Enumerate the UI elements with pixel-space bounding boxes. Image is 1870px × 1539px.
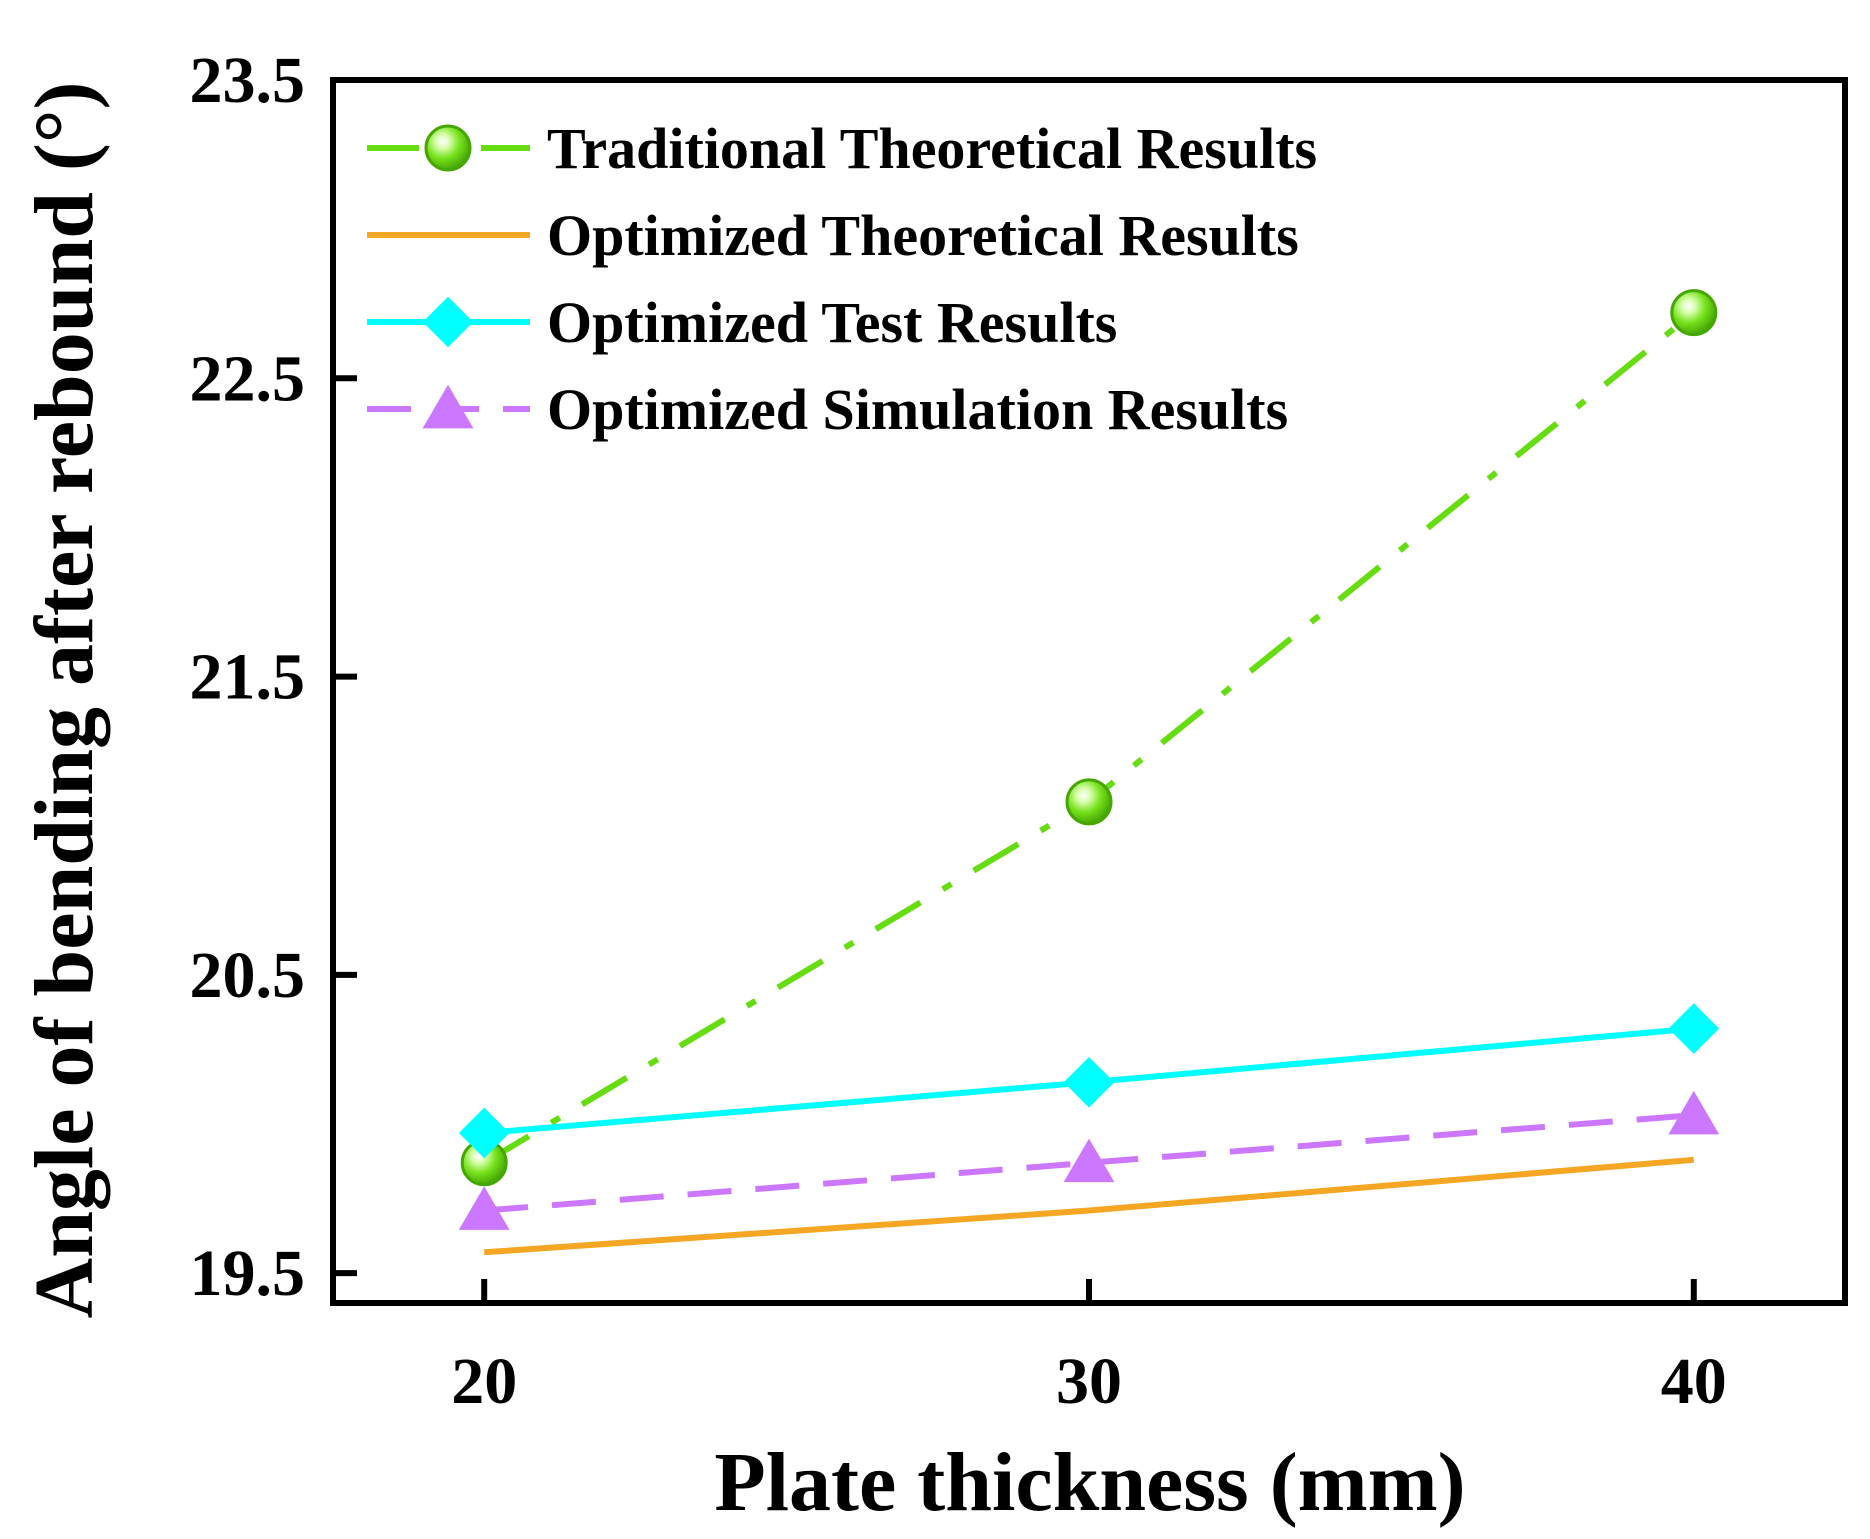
legend-item-3: Optimized Test Results [367,290,1117,355]
data-point [1670,289,1718,337]
legend-label: Optimized Theoretical Results [547,203,1299,268]
legend-label: Optimized Test Results [547,290,1117,355]
y-tick-label: 20.5 [190,939,306,1012]
x-tick-label: 30 [1056,1345,1122,1418]
data-point [1668,1003,1720,1054]
data-point [1063,1056,1115,1108]
x-axis-title: Plate thickness (mm) [714,1436,1465,1529]
data-point [1063,1138,1115,1183]
series-4 [458,1090,1720,1230]
series-3 [458,1003,1720,1159]
legend: Traditional Theoretical Results Optimized… [367,116,1317,442]
legend-swatch-marker [424,124,472,172]
data-point [458,1107,510,1159]
y-tick-label: 19.5 [190,1237,306,1310]
legend-label: Optimized Simulation Results [547,377,1288,442]
legend-item-1: Traditional Theoretical Results [367,116,1317,181]
legend-item-4: Optimized Simulation Results [367,377,1288,442]
legend-swatch-marker [422,384,474,429]
data-point [458,1186,510,1230]
x-tick-label: 40 [1661,1345,1727,1418]
y-tick-label: 23.5 [190,44,306,117]
y-tick-label: 22.5 [190,342,306,415]
legend-swatch-marker [422,296,474,348]
legend-item-2: Optimized Theoretical Results [367,203,1299,268]
axis-ticks: 20 30 40 19.5 20.5 21.5 22.5 23.5 [190,44,1727,1418]
legend-label: Traditional Theoretical Results [547,116,1317,181]
y-tick-label: 21.5 [190,641,306,714]
series-1 [460,289,1718,1187]
data-point [1668,1090,1720,1135]
y-axis-title: Angle of bending after rebound (°) [18,82,111,1319]
series-layer [458,289,1720,1256]
series-2 [483,1156,1695,1256]
x-tick-label: 20 [451,1345,517,1418]
data-point [1065,778,1113,826]
series-line [483,1156,1695,1256]
